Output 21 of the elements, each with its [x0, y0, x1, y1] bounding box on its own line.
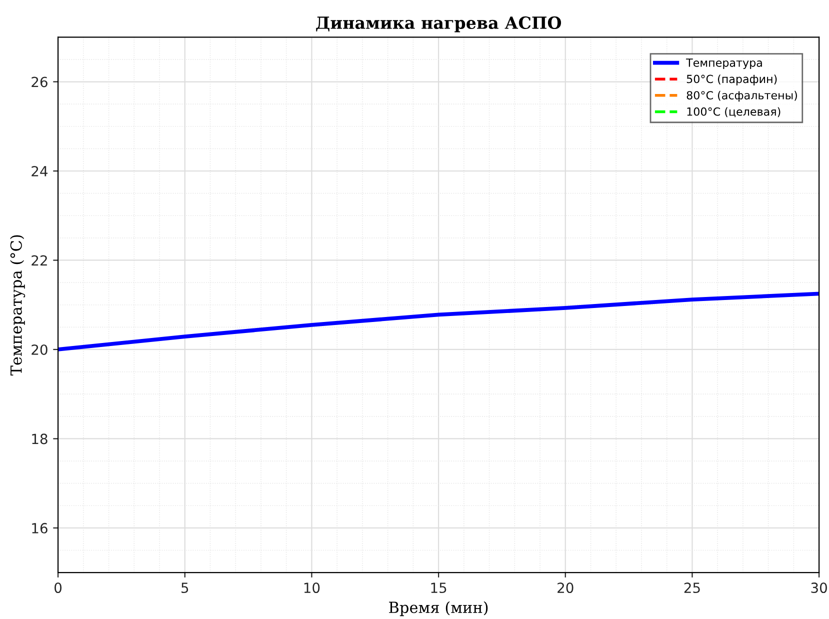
x-tick-label: 5 [182, 582, 188, 594]
x-tick-label: 0 [54, 582, 62, 594]
line-series [58, 292, 820, 352]
x-tick-label: 10 [304, 582, 320, 594]
chart-title: Динамика нагрева АСПО [316, 16, 562, 32]
x-tick-label: 15 [431, 582, 446, 594]
x-tick-label: 30 [811, 582, 827, 594]
y-tick-label: 18 [32, 434, 48, 444]
legend-label: Температура [686, 58, 762, 70]
y-tick-label: 24 [32, 166, 48, 176]
y-tick-label: 22 [32, 255, 47, 266]
legend-label: 100°C (целевая) [687, 107, 780, 118]
x-tick-label: 20 [558, 582, 574, 594]
y-tick-label: 16 [32, 522, 48, 534]
x-axis-title: Время (мин) [389, 601, 488, 616]
x-tick-label: 25 [684, 582, 700, 594]
y-axis-title: Температура (°C) [10, 235, 26, 376]
y-tick-label: 26 [32, 76, 48, 88]
legend-label: 50°C (парафин) [686, 74, 777, 86]
y-tick-label: 20 [32, 344, 48, 355]
legend-label: 80°C (асфальтены) [686, 90, 797, 102]
